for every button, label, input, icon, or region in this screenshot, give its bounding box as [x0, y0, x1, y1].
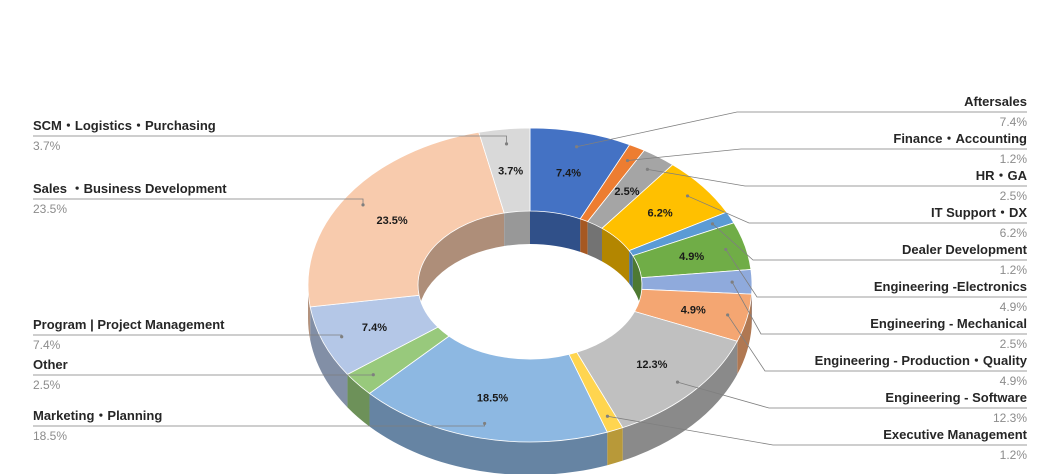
leader-program-project-management — [33, 334, 343, 337]
leader-lines — [33, 111, 1027, 446]
leader-dot-aftersales — [575, 145, 579, 149]
callout-name-program-project-management: Program | Project Management — [33, 317, 225, 332]
leader-dot-other — [371, 373, 375, 377]
callout-name-it-support-dx: IT Support・DX — [931, 205, 1027, 220]
callout-name-engineering-electronics: Engineering -Electronics — [874, 279, 1027, 294]
leader-dealer-development — [712, 223, 1027, 261]
leader-dot-finance-accounting — [625, 158, 630, 163]
callout-name-executive-management: Executive Management — [883, 427, 1027, 442]
leader-engineering-software — [677, 381, 1027, 409]
inner-wall-finance-accounting — [580, 218, 588, 255]
leader-dot-engineering-software — [675, 380, 680, 384]
callout-value-engineering-electronics: 4.9% — [1000, 300, 1028, 314]
leader-dot-executive-management — [605, 414, 610, 418]
inner-wall-dealer-development — [629, 250, 633, 289]
callout-value-aftersales: 7.4% — [1000, 115, 1028, 129]
leader-dot-engineering-electronics — [724, 247, 728, 252]
leader-hr-ga — [647, 168, 1027, 187]
leader-finance-accounting — [627, 148, 1027, 161]
donut-tops — [307, 127, 753, 443]
callout-name-dealer-development: Dealer Development — [902, 242, 1028, 257]
inner-wall-it-support-dx — [601, 228, 630, 284]
slice-value-aftersales: 7.4% — [556, 168, 581, 180]
slice-value-scm-logistics-purchasing: 3.7% — [498, 165, 523, 177]
leader-scm-logistics-purchasing — [33, 135, 507, 144]
leader-dot-engineering-mechanical — [730, 280, 734, 284]
inner-wall-sales-business-development — [418, 212, 505, 318]
slice-value-hr-ga: 2.5% — [614, 186, 639, 198]
callout-name-marketing-planning: Marketing・Planning — [33, 408, 162, 423]
slice-scm-logistics-purchasing — [478, 127, 531, 214]
slice-value-engineering-production-quality: 4.9% — [681, 304, 706, 316]
callout-name-finance-accounting: Finance・Accounting — [893, 131, 1027, 146]
leader-dot-engineering-production-quality — [726, 313, 730, 317]
side-wall-executive-management — [607, 427, 623, 466]
callout-value-it-support-dx: 6.2% — [1000, 226, 1028, 240]
slice-value-sales-business-development: 23.5% — [376, 215, 407, 227]
callout-value-engineering-software: 12.3% — [993, 411, 1027, 425]
inner-wall-hr-ga — [587, 221, 602, 262]
slice-value-program-project-management: 7.4% — [362, 322, 387, 334]
callout-value-marketing-planning: 18.5% — [33, 429, 67, 443]
slice-value-it-support-dx: 6.2% — [648, 208, 673, 220]
side-wall-other — [347, 374, 370, 427]
leader-executive-management — [607, 415, 1027, 446]
slice-value-marketing-planning: 18.5% — [477, 393, 508, 405]
callout-value-sales-business-development: 23.5% — [33, 202, 67, 216]
callout-value-program-project-management: 7.4% — [33, 338, 61, 352]
slice-value-engineering-software: 12.3% — [636, 359, 667, 371]
callout-name-other: Other — [33, 357, 68, 372]
slice-value-engineering-electronics: 4.9% — [679, 251, 704, 263]
callout-name-sales-business-development: Sales ・Business Development — [33, 181, 227, 196]
leader-it-support-dx — [687, 195, 1027, 224]
inner-wall-aftersales — [530, 211, 581, 252]
callout-name-engineering-mechanical: Engineering - Mechanical — [870, 316, 1027, 331]
callout-labels: Aftersales 7.4% Finance・Accounting 1.2% HR・G… — [33, 94, 1028, 462]
leader-engineering-production-quality — [727, 314, 1027, 372]
side-wall-program-project-management — [310, 306, 348, 408]
callout-name-engineering-software: Engineering - Software — [885, 390, 1027, 405]
leader-dot-scm-logistics-purchasing — [504, 142, 509, 146]
leader-dot-sales-business-development — [361, 203, 365, 207]
leader-engineering-electronics — [725, 249, 1027, 298]
callout-value-other: 2.5% — [33, 378, 61, 392]
callout-name-scm-logistics-purchasing: SCM・Logistics・Purchasing — [33, 118, 216, 133]
callout-name-engineering-production-quality: Engineering - Production・Quality — [815, 353, 1028, 368]
callout-name-aftersales: Aftersales — [964, 94, 1027, 109]
inner-wall-scm-logistics-purchasing — [504, 211, 530, 246]
leader-engineering-mechanical — [731, 281, 1027, 335]
leader-aftersales — [576, 111, 1027, 148]
leader-dot-dealer-development — [710, 222, 715, 226]
leader-sales-business-development — [33, 198, 364, 205]
callout-name-hr-ga: HR・GA — [976, 168, 1028, 183]
leader-dot-hr-ga — [645, 167, 650, 171]
callout-value-dealer-development: 1.2% — [1000, 263, 1028, 277]
callout-value-scm-logistics-purchasing: 3.7% — [33, 139, 61, 153]
callout-value-hr-ga: 2.5% — [1000, 189, 1028, 203]
slice-marketing-planning — [368, 335, 608, 443]
callout-value-finance-accounting: 1.2% — [1000, 152, 1028, 166]
leader-dot-marketing-planning — [483, 421, 487, 426]
slice-sales-business-development — [307, 131, 505, 308]
leader-dot-program-project-management — [340, 335, 344, 339]
slice-value-labels: 7.4% 2.5% 6.2% 4.9% 4.9% 12.3% 18.5% 7.4% 23.5% 3… — [362, 165, 706, 404]
side-wall-engineering-production-quality — [737, 294, 752, 375]
callout-value-engineering-mechanical: 2.5% — [1000, 337, 1028, 351]
callout-value-engineering-production-quality: 4.9% — [1000, 374, 1028, 388]
side-wall-marketing-planning — [369, 393, 608, 474]
callout-value-executive-management: 1.2% — [1000, 448, 1028, 462]
leader-dot-it-support-dx — [685, 194, 690, 198]
